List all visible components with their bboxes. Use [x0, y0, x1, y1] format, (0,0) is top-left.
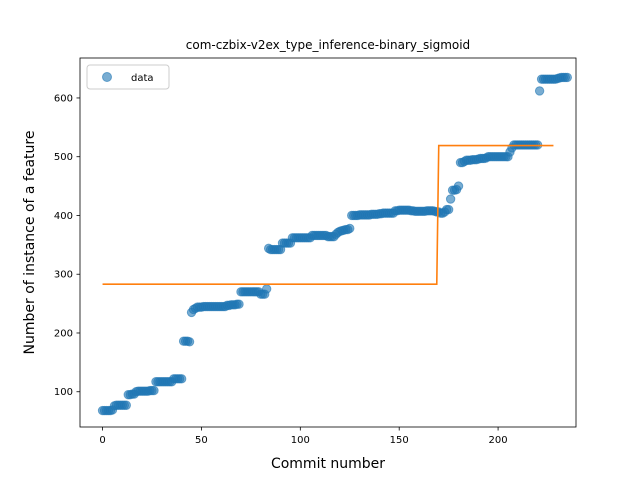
data-point — [445, 194, 456, 204]
data-point — [443, 204, 454, 215]
x-tick-label: 150 — [390, 435, 409, 446]
data-point — [261, 284, 272, 294]
x-axis-label: Commit number — [271, 456, 385, 472]
x-tick-label: 0 — [99, 435, 105, 446]
legend-marker-data — [102, 72, 112, 82]
y-tick-label: 400 — [54, 211, 73, 222]
y-tick-label: 600 — [54, 93, 73, 104]
legend: data — [86, 64, 170, 90]
x-tick-label: 200 — [489, 435, 508, 446]
data-point — [184, 337, 195, 347]
chart-title: com-czbix-v2ex_type_inference-binary_sig… — [186, 38, 470, 52]
series-layer — [97, 72, 572, 416]
data-point — [562, 72, 572, 83]
data-point — [453, 181, 464, 191]
y-axis-label: Number of instance of a feature — [22, 131, 38, 355]
data-point — [121, 400, 131, 410]
data-point — [345, 223, 355, 234]
x-tick-label: 50 — [195, 435, 208, 446]
axes: 0 50 100 150 200 100 200 300 400 500 600 — [54, 57, 577, 446]
data-point — [176, 374, 187, 384]
fit-line — [102, 144, 554, 286]
data-point — [149, 385, 159, 396]
x-tick-label: 100 — [291, 435, 310, 446]
y-tick-label: 200 — [54, 328, 73, 339]
legend-frame — [86, 64, 170, 90]
y-tick-label: 500 — [54, 152, 73, 163]
y-tick-label: 300 — [54, 270, 73, 281]
y-tick-label: 100 — [54, 387, 73, 398]
plot-frame — [79, 57, 577, 428]
legend-label-data: data — [131, 73, 154, 84]
data-point — [534, 86, 545, 96]
data-point — [234, 299, 244, 309]
